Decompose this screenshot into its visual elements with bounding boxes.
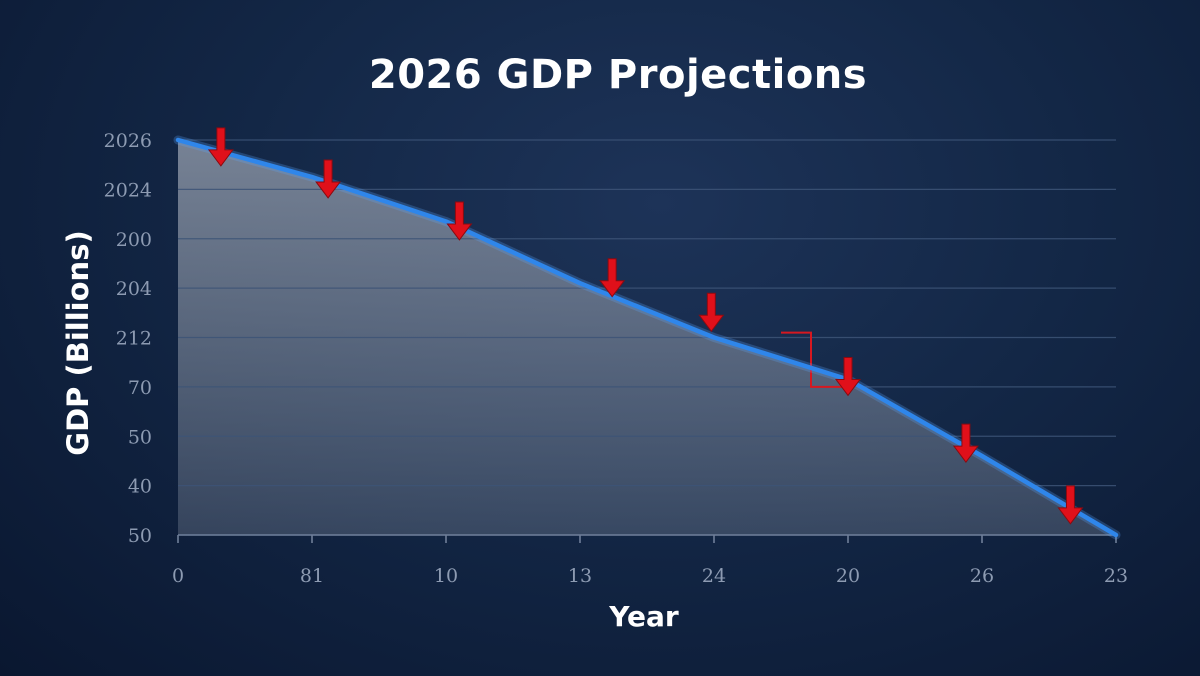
y-tick-label: 50 [128, 426, 152, 448]
decline-arrow-icon [1057, 485, 1084, 525]
x-tick-label: 23 [1104, 565, 1128, 587]
x-axis-label: Year [609, 600, 679, 633]
decline-arrow-icon [698, 292, 725, 333]
y-tick-label: 50 [128, 525, 152, 547]
decline-arrow-icon [599, 258, 626, 298]
x-tick-label: 24 [702, 565, 726, 587]
y-tick-label: 204 [116, 278, 152, 300]
y-tick-label: 200 [116, 229, 152, 251]
x-tick-label: 13 [568, 565, 592, 587]
x-tick-label: 26 [970, 565, 994, 587]
y-tick-label: 40 [128, 476, 152, 498]
x-tick-label: 10 [434, 565, 458, 587]
step-annotation [781, 331, 848, 388]
x-tick-label: 81 [300, 565, 324, 587]
decline-arrow-icon [835, 356, 861, 397]
chart-title: 2026 GDP Projections [368, 52, 868, 98]
decline-arrow-icon [315, 159, 342, 199]
y-tick-label: 70 [128, 377, 152, 399]
decline-arrow-icon [446, 201, 473, 241]
decline-arrow-icon [207, 127, 234, 167]
y-tick-label: 212 [116, 328, 152, 350]
decline-arrow-icon [952, 423, 979, 463]
y-tick-label: 2024 [104, 179, 152, 201]
x-tick-label: 20 [836, 565, 860, 587]
x-tick-label: 0 [172, 565, 184, 587]
y-tick-label: 2026 [104, 130, 152, 152]
